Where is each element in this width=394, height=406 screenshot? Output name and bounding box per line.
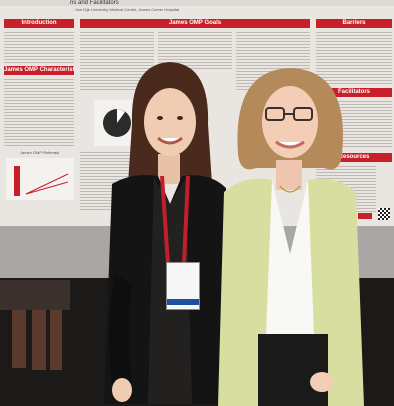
badge-stripe bbox=[167, 299, 199, 305]
poster-authors: … Van Dijk University Medical Center, Ja… bbox=[70, 7, 179, 12]
background-person bbox=[0, 280, 70, 310]
section-facilitators-header: Facilitators bbox=[316, 88, 392, 97]
background-person-leg bbox=[50, 295, 62, 370]
section-introduction-header: Introduction bbox=[4, 19, 74, 28]
poster-top-edge bbox=[0, 0, 394, 6]
chart-caption: James OMP Referrals bbox=[20, 150, 60, 155]
chart-trend-lines bbox=[25, 173, 69, 195]
section-goals-header: James OMP Goals bbox=[80, 19, 310, 28]
characteristics-table bbox=[4, 77, 74, 147]
person-right-figure bbox=[218, 68, 364, 406]
person-left bbox=[92, 54, 242, 406]
section-characteristics-header: James OMP Characteristics bbox=[4, 66, 74, 75]
introduction-text bbox=[4, 30, 74, 64]
person-right bbox=[216, 64, 366, 406]
name-badge bbox=[166, 262, 200, 310]
barriers-text bbox=[316, 30, 392, 85]
chart-bar bbox=[14, 166, 20, 196]
background-person-leg bbox=[32, 300, 46, 370]
poster-title-strip: ns and Facilitators bbox=[70, 0, 119, 6]
logo-mark bbox=[358, 213, 372, 219]
referral-chart bbox=[6, 158, 74, 200]
pie-chart bbox=[103, 109, 131, 137]
section-resources-header: Resources bbox=[316, 153, 392, 162]
section-barriers-header: Barriers bbox=[316, 19, 392, 28]
qr-code bbox=[378, 208, 390, 220]
